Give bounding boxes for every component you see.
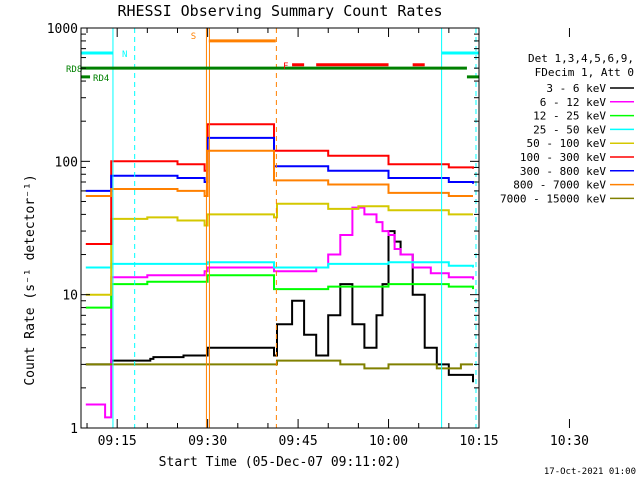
x-tick-label-10-30: 10:30 bbox=[550, 434, 589, 449]
axis-layer: 1 10 100 1000 09:15 09:30 09:45 10:00 10:15 10:30… bbox=[47, 22, 589, 449]
x-tick-label-10-15: 10:15 bbox=[459, 434, 498, 449]
flag-label-rd4: RD4 bbox=[93, 74, 109, 84]
legend: Det 1,3,4,5,6,9,FDecim 1, Att 0 3 - 6 keV… bbox=[500, 52, 634, 205]
x-tick-label-09-45: 09:45 bbox=[279, 434, 318, 449]
y-tick-label-100: 100 bbox=[55, 155, 78, 170]
legend-label-7000-15000-kev: 7000 - 15000 keV bbox=[500, 192, 606, 205]
plot-frame bbox=[80, 27, 480, 429]
series-line-50-100-kev bbox=[85, 202, 473, 296]
x-tick-label-10-00: 10:00 bbox=[369, 434, 408, 449]
legend-label-50-100-kev: 50 - 100 keV bbox=[527, 137, 607, 150]
legend-label-6-12-kev: 6 - 12 keV bbox=[540, 96, 607, 109]
y-tick-label-1: 1 bbox=[70, 422, 78, 437]
series-group bbox=[85, 123, 474, 419]
series-line-12-25-kev bbox=[85, 274, 474, 309]
y-tick-label-10: 10 bbox=[62, 289, 78, 304]
plot-layer: N S F RD8 RD4 bbox=[66, 28, 479, 428]
footer-timestamp: 17-Oct-2021 01:00 bbox=[544, 467, 636, 477]
legend-header-line-1: FDecim 1, Att 0 bbox=[535, 66, 634, 79]
legend-label-800-7000-kev: 800 - 7000 keV bbox=[513, 179, 606, 192]
chart-title: RHESSI Observing Summary Count Rates bbox=[117, 2, 442, 20]
series-line-7000-15000-kev bbox=[85, 359, 473, 370]
legend-header-line-0: Det 1,3,4,5,6,9, bbox=[528, 52, 634, 65]
series-line-100-300-kev bbox=[85, 123, 474, 245]
series-line-6-12-kev bbox=[85, 206, 474, 419]
x-tick-label-09-30: 09:30 bbox=[188, 434, 227, 449]
legend-label-25-50-kev: 25 - 50 keV bbox=[533, 123, 606, 136]
x-tick-label-09-15: 09:15 bbox=[98, 434, 137, 449]
flag-label-rd8: RD8 bbox=[66, 65, 82, 75]
legend-label-300-800-kev: 300 - 800 keV bbox=[520, 165, 606, 178]
y-tick-label-1000: 1000 bbox=[47, 22, 78, 37]
series-line-800-7000-kev bbox=[85, 149, 473, 197]
flag-label-f: F bbox=[283, 62, 288, 72]
legend-label-12-25-kev: 12 - 25 keV bbox=[533, 110, 606, 123]
y-axis-label: Count Rate (s⁻¹ detector⁻¹) bbox=[23, 174, 38, 385]
x-axis-label: Start Time (05-Dec-07 09:11:02) bbox=[159, 455, 402, 470]
flag-label-n: N bbox=[122, 50, 127, 60]
series-line-25-50-kev bbox=[85, 261, 474, 269]
legend-label-3-6-kev: 3 - 6 keV bbox=[546, 82, 606, 95]
flag-label-s: S bbox=[191, 32, 196, 42]
series-line-3-6-kev bbox=[85, 230, 474, 383]
legend-label-100-300-kev: 100 - 300 keV bbox=[520, 151, 606, 164]
series-line-300-800-kev bbox=[85, 136, 474, 192]
